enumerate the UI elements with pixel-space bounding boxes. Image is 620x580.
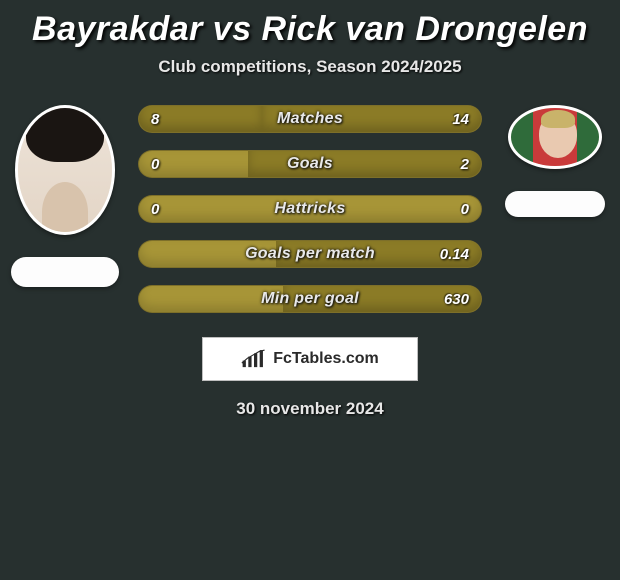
right-club-logo bbox=[505, 191, 605, 217]
stat-bar: 0 Goals 2 bbox=[138, 150, 482, 178]
page-title: Bayrakdar vs Rick van Drongelen bbox=[0, 6, 620, 57]
brand-label: FcTables.com bbox=[273, 350, 379, 368]
stat-value-left: 0 bbox=[139, 196, 171, 222]
stat-value-right: 0.14 bbox=[428, 241, 481, 267]
stat-label: Matches bbox=[277, 110, 343, 128]
comparison-card: Bayrakdar vs Rick van Drongelen Club com… bbox=[0, 0, 620, 419]
stat-value-left bbox=[139, 241, 163, 267]
stat-value-left: 0 bbox=[139, 151, 171, 177]
avatar-placeholder-icon bbox=[511, 108, 599, 166]
bar-chart-icon bbox=[241, 348, 267, 370]
stat-value-right: 14 bbox=[440, 106, 481, 132]
page-subtitle: Club competitions, Season 2024/2025 bbox=[0, 57, 620, 77]
bar-fill-right bbox=[248, 151, 481, 177]
stat-value-left: 8 bbox=[139, 106, 171, 132]
stat-bar: 0 Hattricks 0 bbox=[138, 195, 482, 223]
stat-bar: Goals per match 0.14 bbox=[138, 240, 482, 268]
stat-value-right: 630 bbox=[432, 286, 481, 312]
snapshot-date: 30 november 2024 bbox=[0, 399, 620, 419]
stat-value-right: 2 bbox=[449, 151, 481, 177]
avatar-placeholder-icon bbox=[18, 108, 112, 232]
stat-bars: 8 Matches 14 0 Goals 2 0 Hattricks 0 Goals per ma… bbox=[138, 103, 482, 313]
stat-label: Hattricks bbox=[274, 200, 345, 218]
stat-label: Min per goal bbox=[261, 290, 359, 308]
stat-bar: Min per goal 630 bbox=[138, 285, 482, 313]
brand-badge[interactable]: FcTables.com bbox=[202, 337, 418, 381]
stat-label: Goals bbox=[287, 155, 333, 173]
stat-value-left bbox=[139, 286, 163, 312]
left-player-column bbox=[10, 103, 120, 287]
left-player-avatar bbox=[15, 105, 115, 235]
stat-value-right: 0 bbox=[449, 196, 481, 222]
right-player-column bbox=[500, 103, 610, 217]
stat-label: Goals per match bbox=[245, 245, 375, 263]
right-player-avatar bbox=[508, 105, 602, 169]
left-club-logo bbox=[11, 257, 119, 287]
stat-bar: 8 Matches 14 bbox=[138, 105, 482, 133]
comparison-layout: 8 Matches 14 0 Goals 2 0 Hattricks 0 Goals per ma… bbox=[0, 103, 620, 313]
